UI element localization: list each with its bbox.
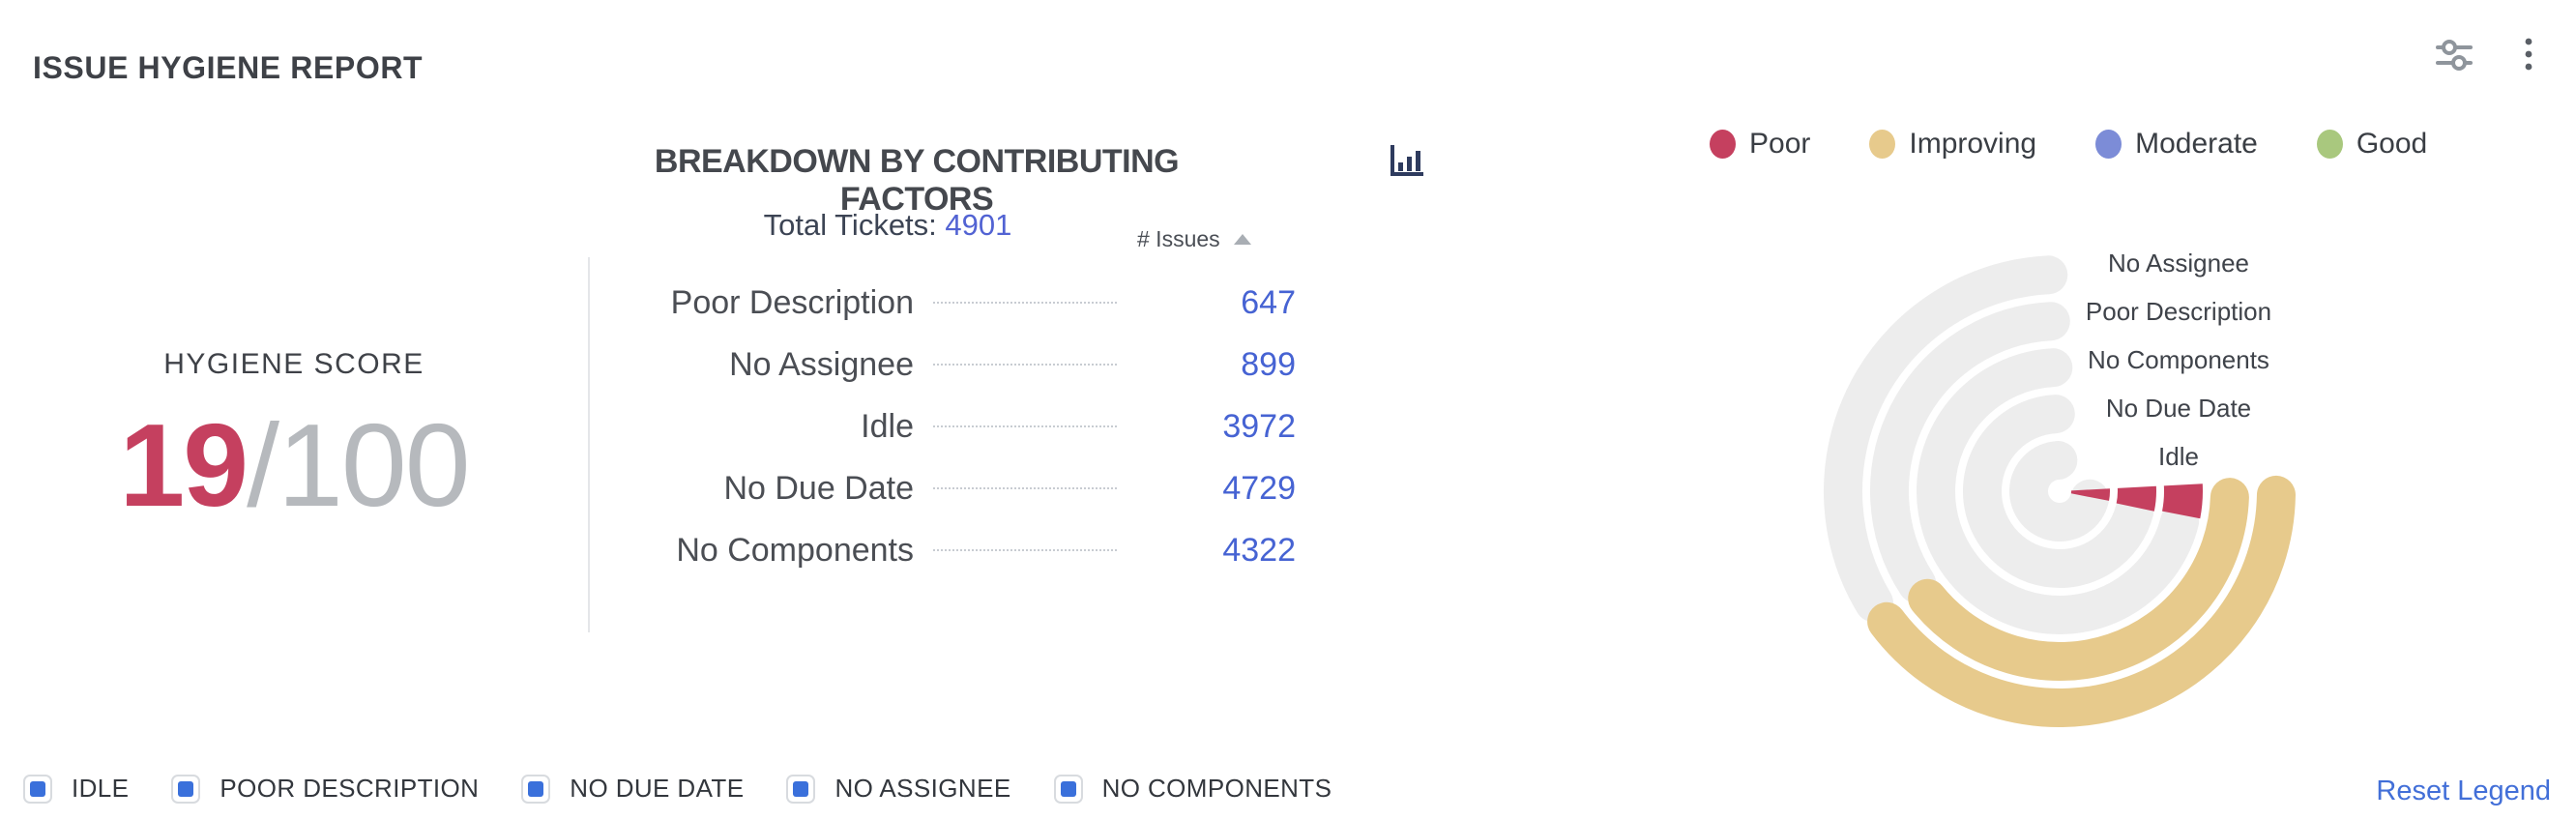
table-row: Idle 3972 xyxy=(600,395,1296,457)
status-label: Moderate xyxy=(2135,128,2258,160)
filter-legend: IDLE POOR DESCRIPTION NO DUE DATE NO ASSIGN… xyxy=(23,774,1332,804)
bar-chart-icon[interactable] xyxy=(1387,141,1427,180)
radial-bar-chart xyxy=(1824,255,2296,727)
filter-legend-item[interactable]: NO COMPONENTS xyxy=(1053,774,1332,804)
checkbox-fill xyxy=(30,780,45,797)
checkbox-icon[interactable] xyxy=(786,774,816,804)
status-legend-item[interactable]: Improving xyxy=(1869,128,2036,161)
ring-label: Idle xyxy=(2158,442,2199,471)
ring-fill-no-components xyxy=(2162,483,2204,519)
factor-value[interactable]: 899 xyxy=(1241,345,1296,383)
status-legend-item[interactable]: Moderate xyxy=(2095,128,2258,161)
checkbox-icon[interactable] xyxy=(23,774,52,804)
factor-label: No Components xyxy=(676,531,914,569)
toolbar xyxy=(2435,37,2533,72)
factor-label: No Due Date xyxy=(723,469,914,507)
ring-track xyxy=(1917,348,2200,634)
reset-legend-link[interactable]: Reset Legend xyxy=(2376,776,2551,806)
filter-label: NO DUE DATE xyxy=(570,774,745,803)
factor-value[interactable]: 4729 xyxy=(1222,469,1296,507)
status-legend: Poor Improving Moderate Good xyxy=(1710,128,2427,161)
filter-label: POOR DESCRIPTION xyxy=(220,774,480,803)
factor-value[interactable]: 4322 xyxy=(1222,531,1296,569)
dotted-leader xyxy=(933,425,1117,427)
status-legend-item[interactable]: Poor xyxy=(1710,128,1810,161)
vertical-divider xyxy=(588,257,590,632)
hygiene-score-current: 19 xyxy=(119,399,249,531)
factor-label: Poor Description xyxy=(670,283,914,321)
table-row: No Assignee 899 xyxy=(600,334,1296,395)
ring-fill-idle xyxy=(2070,488,2110,501)
breakdown-title: BREAKDOWN BY CONTRIBUTING FACTORS xyxy=(654,143,1180,218)
ring-label: No Due Date xyxy=(2105,394,2252,423)
filter-label: IDLE xyxy=(72,774,130,803)
checkbox-fill xyxy=(528,780,544,797)
status-label: Improving xyxy=(1909,128,2037,160)
filter-label: NO COMPONENTS xyxy=(1101,774,1332,803)
hygiene-score-value: 19/100 xyxy=(0,406,588,524)
status-dot-icon xyxy=(2316,130,2343,159)
status-label: Good xyxy=(2356,128,2428,160)
sort-asc-icon xyxy=(1233,234,1251,245)
ring-fill-no-assignee xyxy=(1867,475,2296,727)
ring-label: No Components xyxy=(2088,345,2269,374)
ring-track xyxy=(1870,302,2070,603)
status-dot-icon xyxy=(2095,130,2122,159)
checkbox-icon[interactable] xyxy=(521,774,551,804)
filter-label: NO ASSIGNEE xyxy=(834,774,1011,803)
issues-column-label: # Issues xyxy=(1137,226,1220,251)
table-row: Poor Description 647 xyxy=(600,272,1296,334)
filter-legend-item[interactable]: IDLE xyxy=(23,774,129,804)
hygiene-score-separator: / xyxy=(247,399,279,531)
table-row: No Components 4322 xyxy=(600,519,1296,581)
factors-table: Poor Description 647 No Assignee 899 Idle 397… xyxy=(600,272,1296,581)
ring-track xyxy=(1824,255,2068,623)
filter-legend-item[interactable]: NO ASSIGNEE xyxy=(786,774,1010,804)
checkbox-icon[interactable] xyxy=(171,774,201,804)
ring-track xyxy=(2009,441,2110,542)
factor-value[interactable]: 647 xyxy=(1241,283,1296,321)
dotted-leader xyxy=(933,487,1117,489)
ring-fill-poor-description xyxy=(1908,478,2249,681)
page-title: ISSUE HYGIENE REPORT xyxy=(33,50,424,85)
total-tickets: Total Tickets: 4901 xyxy=(578,208,1197,243)
filter-legend-item[interactable]: NO DUE DATE xyxy=(521,774,744,804)
factor-label: Idle xyxy=(861,407,914,445)
ring-label: Poor Description xyxy=(2085,297,2272,326)
filter-sliders-icon[interactable] xyxy=(2435,37,2474,72)
checkbox-fill xyxy=(1060,780,1076,797)
ring-track xyxy=(1963,395,2154,588)
hygiene-score-label: HYGIENE SCORE xyxy=(163,348,424,380)
issues-column-header[interactable]: # Issues xyxy=(1137,226,1251,252)
total-tickets-value[interactable]: 4901 xyxy=(945,208,1012,242)
dotted-leader xyxy=(933,364,1117,366)
status-legend-item[interactable]: Good xyxy=(2316,128,2428,161)
checkbox-icon[interactable] xyxy=(1053,774,1083,804)
factor-label: No Assignee xyxy=(729,345,914,383)
hygiene-score-max: 100 xyxy=(278,399,471,531)
status-dot-icon xyxy=(1710,130,1736,159)
filter-legend-item[interactable]: POOR DESCRIPTION xyxy=(171,774,479,804)
ring-fill-no-due-date xyxy=(2116,485,2156,512)
factor-value[interactable]: 3972 xyxy=(1222,407,1296,445)
status-label: Poor xyxy=(1749,128,1811,160)
checkbox-fill xyxy=(178,780,194,797)
kebab-menu-icon[interactable] xyxy=(2524,37,2533,72)
ring-label: No Assignee xyxy=(2108,249,2249,278)
checkbox-fill xyxy=(793,780,809,797)
table-row: No Due Date 4729 xyxy=(600,457,1296,519)
dotted-leader xyxy=(933,549,1117,551)
status-dot-icon xyxy=(1869,130,1896,159)
total-tickets-label: Total Tickets: xyxy=(763,208,937,242)
dotted-leader xyxy=(933,302,1117,304)
